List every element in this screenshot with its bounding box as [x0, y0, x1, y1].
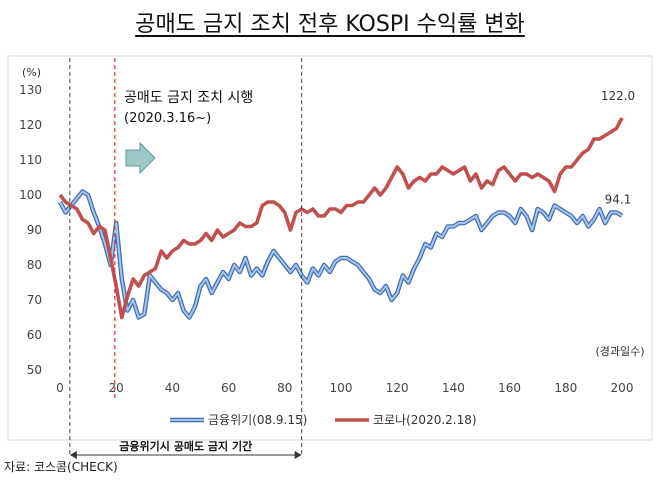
span-arrow-left-head [69, 451, 77, 459]
series-layer: 94.1 122.0 [58, 89, 635, 320]
policy-annotation-date: (2020.3.16~) [124, 111, 211, 126]
x-tick-label: 60 [221, 381, 236, 395]
x-tick-label: 140 [442, 381, 465, 395]
chart-frame [7, 55, 653, 441]
y-tick-label: 100 [19, 188, 42, 202]
y-tick-label: 90 [27, 223, 42, 237]
x-axis-label: (경과일수) [595, 344, 644, 358]
y-tick-label: 80 [27, 258, 42, 272]
x-tick-label: 80 [277, 381, 292, 395]
y-tick-label: 130 [19, 83, 42, 97]
y-tick-label: 50 [27, 363, 42, 377]
gfc-span-label: 금융위기시 공매도 금지 기간 [119, 439, 252, 453]
policy-annotation: 공매도 금지 조치 시행 [124, 90, 253, 106]
y-tick-label: 120 [19, 118, 42, 132]
series-end-label: 94.1 [605, 193, 632, 207]
x-tick-label: 160 [498, 381, 521, 395]
x-axis-ticks: 0 20 40 60 80 100 120 140 160 180 200 [56, 381, 633, 395]
y-tick-label: 60 [27, 328, 42, 342]
x-tick-label: 100 [330, 381, 353, 395]
legend: 금융위기(08.9.15) 코로나(2020.2.18) [170, 413, 477, 427]
series-line-covid [58, 117, 624, 320]
series-end-label: 122.0 [601, 89, 635, 103]
x-tick-label: 40 [165, 381, 180, 395]
x-tick-label: 0 [56, 381, 64, 395]
x-tick-label: 200 [611, 381, 634, 395]
right-arrow-icon [125, 141, 156, 175]
y-tick-label: 70 [27, 293, 42, 307]
span-arrow-right-head [294, 451, 302, 459]
annotation-layer: 공매도 금지 조치 시행 (2020.3.16~) 금융위기시 공매도 금지 기간 [69, 58, 303, 459]
y-axis-ticks: 50 60 70 80 90 100 110 120 130 [19, 83, 42, 377]
y-axis-unit: (%) [22, 66, 41, 79]
x-tick-label: 20 [109, 381, 124, 395]
legend-label-covid: 코로나(2020.2.18) [373, 413, 477, 427]
x-tick-label: 120 [386, 381, 409, 395]
x-tick-label: 180 [554, 381, 577, 395]
source-note: 자료: 코스콤(CHECK) [4, 460, 118, 474]
y-tick-label: 110 [19, 153, 42, 167]
chart-title: 공매도 금지 조치 전후 KOSPI 수익률 변화 [135, 12, 525, 37]
legend-label-gfc: 금융위기(08.9.15) [208, 413, 307, 427]
series-line-gfc [59, 190, 623, 319]
